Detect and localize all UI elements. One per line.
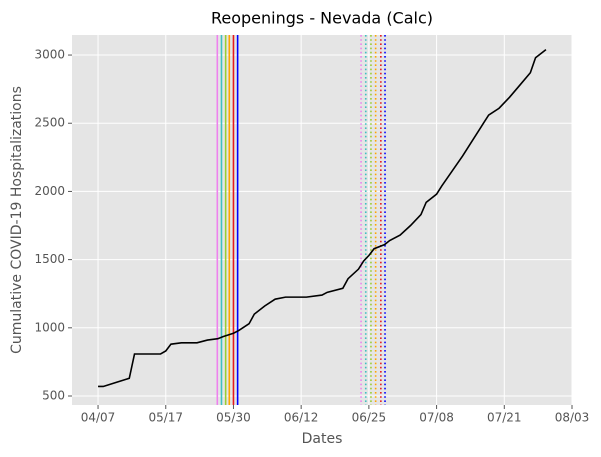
x-tick-label: 06/12 xyxy=(284,411,319,425)
y-tick-label: 3000 xyxy=(34,48,65,62)
x-tick-label: 05/30 xyxy=(216,411,251,425)
x-tick-label: 04/07 xyxy=(81,411,116,425)
x-tick-label: 06/25 xyxy=(352,411,387,425)
x-tick-label: 08/03 xyxy=(555,411,590,425)
y-axis-label: Cumulative COVID-19 Hospitalizations xyxy=(9,86,25,354)
y-tick-label: 1000 xyxy=(34,320,65,334)
x-tick-label: 07/08 xyxy=(419,411,454,425)
chart-title: Reopenings - Nevada (Calc) xyxy=(211,9,433,28)
x-axis-label: Dates xyxy=(302,431,343,447)
y-tick-label: 2500 xyxy=(34,116,65,130)
y-tick-label: 1500 xyxy=(34,252,65,266)
x-tick-label: 05/17 xyxy=(148,411,183,425)
data-line xyxy=(98,48,547,388)
x-tick-label: 07/21 xyxy=(487,411,522,425)
plot-background xyxy=(72,35,572,405)
y-tick-label: 500 xyxy=(42,388,65,402)
y-tick-label: 2000 xyxy=(34,184,65,198)
